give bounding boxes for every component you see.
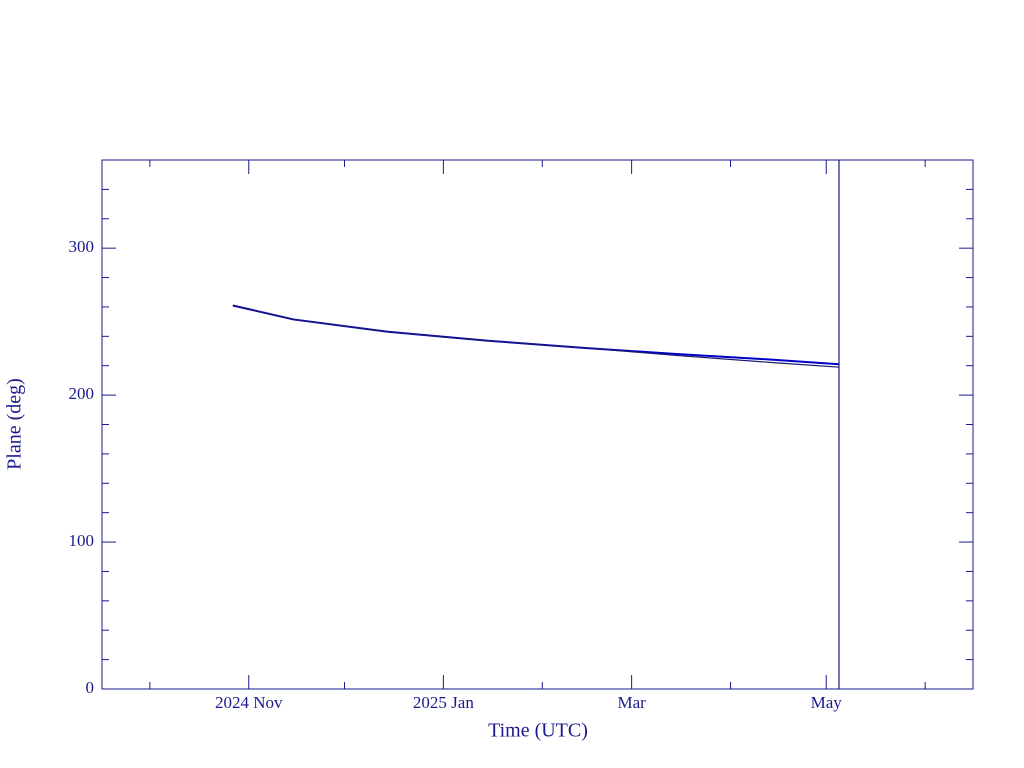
x-tick-label: May — [811, 693, 843, 712]
y-axis-label: Plane (deg) — [4, 378, 26, 470]
x-axis-label: Time (UTC) — [488, 720, 588, 742]
series-line — [232, 304, 840, 368]
plot-frame — [101, 159, 974, 690]
y-tick-label: 300 — [69, 237, 95, 256]
y-tick-label: 200 — [69, 384, 95, 403]
series-line — [232, 304, 840, 366]
x-tick-label: 2025 Jan — [413, 693, 474, 712]
y-tick-label: 0 — [86, 678, 95, 697]
x-tick-label: Mar — [617, 693, 646, 712]
y-tick-label: 100 — [69, 531, 95, 550]
x-tick-label: 2024 Nov — [215, 693, 283, 712]
